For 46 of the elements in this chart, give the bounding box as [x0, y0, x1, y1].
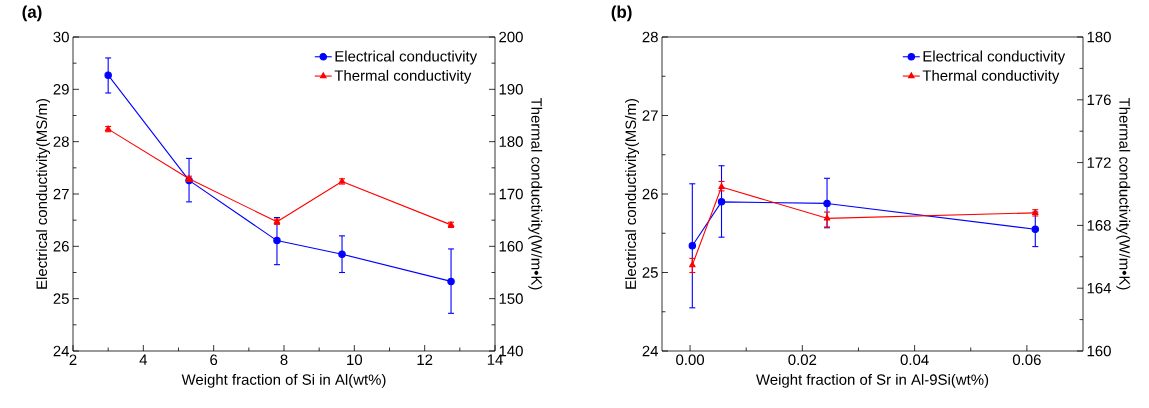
x-tick-label: 12 — [417, 354, 433, 365]
y-tick-label: 25 — [53, 293, 69, 304]
y2-tick-label: 170 — [499, 188, 523, 200]
legend-label: Thermal conductivity — [922, 69, 1060, 84]
x-tick-label: 10 — [347, 354, 363, 366]
x-tick-label: 0.04 — [900, 354, 929, 366]
y-tick-label: 29 — [53, 84, 69, 95]
y2-tick-label: 160 — [499, 241, 523, 252]
y2-tick-label: 150 — [499, 293, 523, 304]
y-tick-label: 24 — [53, 345, 70, 357]
legend-label: Thermal conductivity — [334, 69, 472, 84]
y-tick-label: 24 — [642, 345, 659, 357]
y2-tick-label: 168 — [1087, 220, 1111, 231]
legend-label: Electrical conductivity — [335, 50, 478, 65]
y2-tick-label: 200 — [499, 31, 523, 43]
y-tick-label: 26 — [53, 241, 69, 252]
y-tick-label: 28 — [642, 31, 658, 43]
y-axis-title: Electrical conductivity(MS/m) — [36, 99, 50, 289]
y-axis-title: Electrical conductivity(MS/m) — [625, 99, 639, 289]
legend-label: Electrical conductivity — [923, 50, 1066, 65]
x-tick-label: 4 — [139, 354, 148, 365]
x-tick-label: 0.06 — [1012, 354, 1041, 366]
y2-tick-label: 180 — [499, 136, 523, 147]
x-tick-label: 2 — [69, 354, 77, 365]
y2-tick-label: 172 — [1087, 157, 1111, 168]
y-tick-label: 26 — [642, 188, 658, 200]
chart-title: (a) — [22, 5, 42, 22]
x-axis-title: Weight fraction of Sr in Al-9Si(wt%) — [756, 373, 989, 388]
x-tick-label: 6 — [210, 354, 218, 366]
y-tick-label: 27 — [642, 110, 658, 121]
y2-tick-label: 176 — [1087, 94, 1111, 106]
y-tick-label: 25 — [642, 267, 658, 278]
y-tick-label: 28 — [53, 136, 69, 147]
x-tick-label: 0.02 — [788, 354, 817, 366]
y2-tick-label: 180 — [1087, 31, 1111, 43]
x-axis-title: Weight fraction of Si in Al(wt%) — [181, 373, 386, 388]
y2-tick-label: 160 — [1087, 345, 1111, 357]
x-tick-label: 8 — [280, 354, 288, 366]
x-tick-label: 0.00 — [676, 354, 705, 366]
y-tick-label: 27 — [53, 188, 69, 200]
chart-title: (b) — [611, 5, 632, 22]
y2-axis-title: Thermal conductivity(W/m•K) — [528, 97, 543, 290]
y-tick-label: 30 — [53, 31, 69, 43]
y2-tick-label: 190 — [499, 84, 523, 95]
y2-tick-label: 164 — [1087, 282, 1112, 294]
y2-axis-title: Thermal conductivity(W/m•K) — [1116, 97, 1131, 290]
